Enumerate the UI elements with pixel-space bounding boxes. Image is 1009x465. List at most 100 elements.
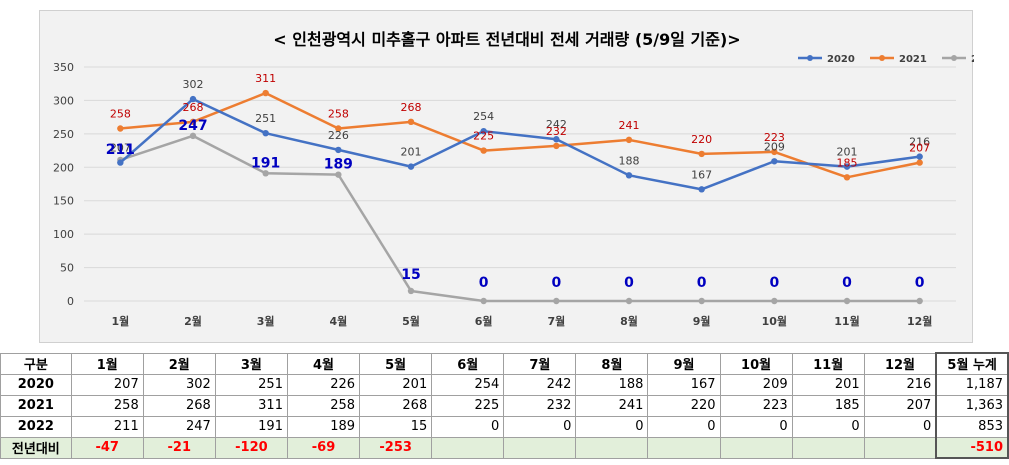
data-label-2021: 268 [401, 101, 422, 114]
data-label-2020: 242 [546, 118, 567, 131]
point-2022 [262, 170, 269, 177]
table-header-cell: 10월 [719, 352, 793, 375]
data-label-2020: 201 [401, 146, 422, 159]
table-cell: 201 [791, 373, 865, 396]
data-label-2021: 268 [183, 101, 204, 114]
table-row-label: 2020 [0, 373, 72, 396]
table-cell: 189 [286, 415, 361, 438]
point-2020 [262, 129, 269, 137]
x-tick-label: 1월 [111, 314, 129, 328]
x-tick-label: 9월 [693, 314, 711, 328]
point-2020 [625, 172, 633, 179]
x-tick-label: 11월 [834, 314, 859, 328]
table-cell: 15 [359, 415, 433, 438]
legend-label-2022: 2022 [971, 54, 974, 65]
point-2020 [553, 136, 560, 143]
point-2022 [189, 132, 197, 140]
table-row: 2020 207 302 251 226 201 254 242 188 167 209 201 216… [0, 373, 1009, 396]
data-label-2021: 220 [691, 133, 712, 146]
point-2022 [916, 297, 923, 305]
table-cell: 254 [431, 373, 505, 396]
x-tick-label: 10월 [762, 314, 787, 328]
table-cell: 209 [719, 373, 793, 396]
x-tick-label: 8월 [620, 314, 638, 328]
point-2022 [698, 297, 705, 305]
table-yoy-cell: -21 [142, 436, 216, 459]
x-tick-label: 4월 [329, 314, 347, 328]
table-header-cell: 12월 [863, 352, 937, 375]
x-tick-label: 3월 [257, 314, 275, 328]
data-label-2021: 241 [619, 119, 640, 132]
point-2022 [843, 297, 851, 305]
point-2021 [335, 125, 342, 132]
table-cell: 207 [70, 373, 144, 396]
table-cell: 0 [719, 415, 793, 438]
point-2022 [625, 297, 633, 305]
point-2021 [553, 142, 560, 150]
table-corner-cell: 구분 [0, 352, 72, 375]
x-tick-label: 7월 [547, 314, 565, 328]
table-yoy-cell [647, 436, 721, 459]
table-cell: 302 [142, 373, 216, 396]
table-cell: 226 [286, 373, 361, 396]
y-tick-label: 200 [53, 161, 74, 174]
series-line-2022 [119, 134, 920, 303]
table-cell: 251 [214, 373, 288, 396]
data-label-2022: 189 [324, 157, 353, 173]
point-2021 [480, 147, 487, 154]
point-2020 [335, 146, 342, 154]
x-tick-label: 5월 [402, 314, 420, 328]
series-line-2020 [119, 97, 920, 191]
table-yoy-cell: -253 [359, 436, 433, 459]
table-yoy-total: -510 [935, 436, 1009, 459]
table-cell: 0 [791, 415, 865, 438]
data-label-2021: 207 [909, 142, 930, 155]
y-tick-label: 50 [60, 262, 74, 275]
table-cell: 0 [575, 415, 649, 438]
data-label-2020: 167 [691, 168, 712, 181]
data-table: 구분 1월 2월 3월 4월 5월 6월 7월 8월 9월 10월 11월 12월 5월 누계 2020 20… [0, 352, 1009, 459]
x-tick-label: 12월 [907, 314, 932, 328]
data-label-2021: 258 [328, 108, 349, 121]
data-label-2022: 0 [551, 275, 561, 291]
table-cell: 268 [142, 394, 216, 417]
data-label-2022: 0 [769, 275, 779, 291]
table-header-cell: 1월 [70, 352, 144, 375]
table-row-label: 전년대비 [0, 436, 72, 459]
data-label-2022: 15 [401, 267, 420, 283]
y-tick-label: 250 [53, 128, 74, 141]
data-label-2021: 185 [837, 156, 858, 169]
table-header-cell: 9월 [647, 352, 721, 375]
table-header-cell: 8월 [575, 352, 649, 375]
table-cell: 167 [647, 373, 721, 396]
point-2021 [916, 159, 923, 166]
point-2021 [407, 118, 415, 126]
table-header-cell: 2월 [142, 352, 216, 375]
data-label-2021: 225 [473, 130, 494, 143]
table-yoy-cell: -69 [286, 436, 361, 459]
chart-area: < 인천광역시 미추홀구 아파트 전년대비 전세 거래량 (5/9일 기준)> 0… [39, 10, 974, 343]
x-tick-label: 2월 [184, 314, 202, 328]
point-2022 [553, 297, 560, 305]
table-yoy-cell [791, 436, 865, 459]
point-2021 [771, 148, 778, 156]
table-header-row: 구분 1월 2월 3월 4월 5월 6월 7월 8월 9월 10월 11월 12월 5월 누계 [0, 352, 1009, 375]
table-cell: 258 [286, 394, 361, 417]
table-cell: 223 [719, 394, 793, 417]
table-cell: 258 [70, 394, 144, 417]
table-row-label: 2022 [0, 415, 72, 438]
line-chart: < 인천광역시 미추홀구 아파트 전년대비 전세 거래량 (5/9일 기준)> 0… [53, 30, 974, 328]
data-label-2020: 302 [183, 78, 204, 91]
point-2021 [698, 150, 705, 158]
table-cell: 185 [791, 394, 865, 417]
data-label-2022: 0 [624, 275, 634, 291]
point-2021 [189, 118, 197, 126]
data-label-2020: 226 [328, 129, 349, 142]
table-header-cell: 5월 [359, 352, 433, 375]
data-label-2022: 211 [106, 142, 135, 158]
data-label-2022: 0 [915, 275, 925, 291]
series-line-2021 [120, 91, 920, 179]
table-cell: 216 [863, 373, 937, 396]
data-label-2020: 251 [255, 112, 276, 125]
table-cell: 188 [575, 373, 649, 396]
